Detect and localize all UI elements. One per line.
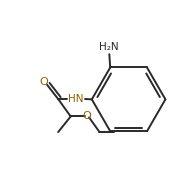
Text: O: O <box>83 112 92 121</box>
Text: O: O <box>40 77 49 87</box>
Text: H₂N: H₂N <box>100 42 119 52</box>
Text: HN: HN <box>68 94 84 104</box>
